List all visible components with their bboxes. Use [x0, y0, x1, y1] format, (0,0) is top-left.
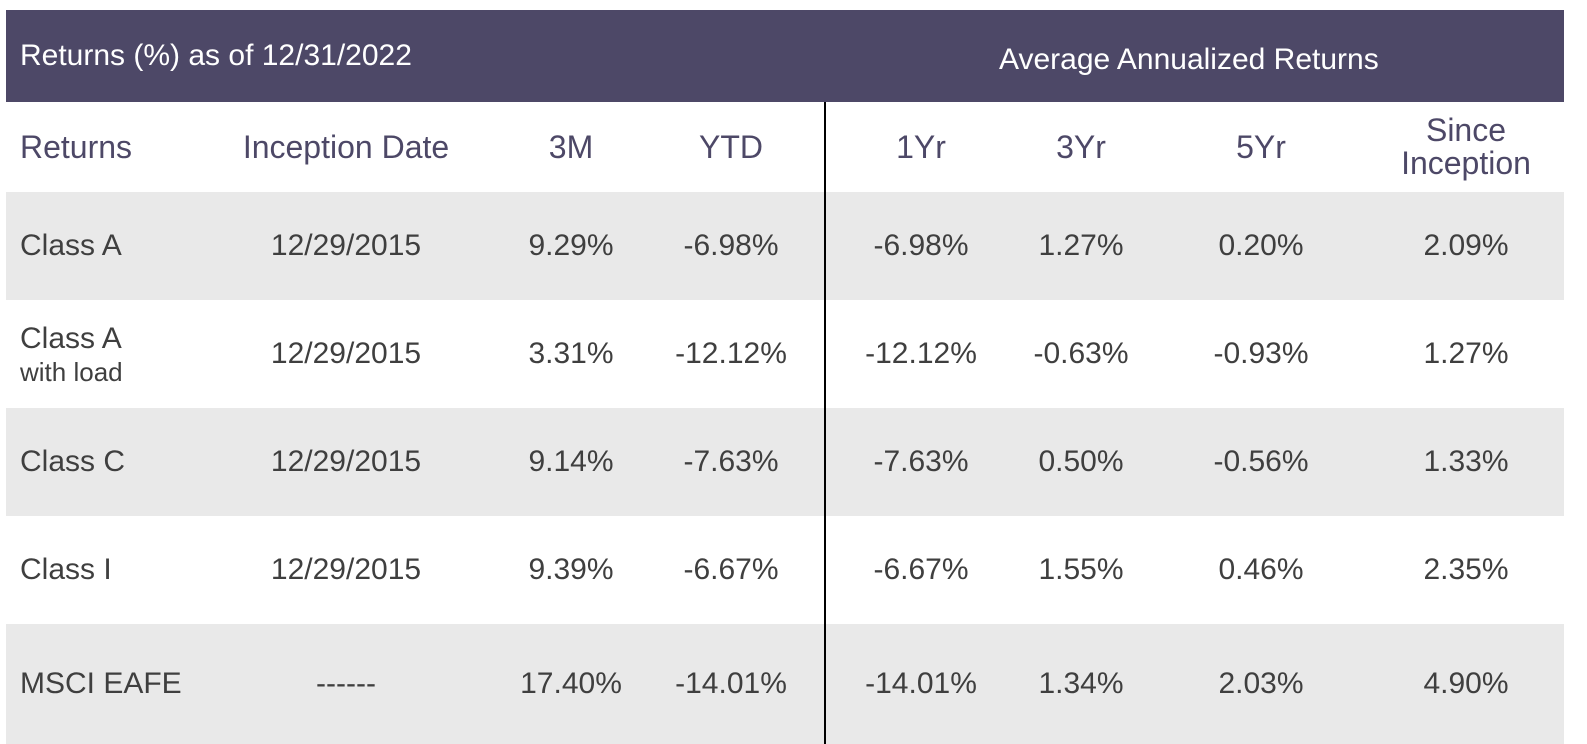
- fund-name-label: Class A: [20, 322, 122, 355]
- fund-name: Class A with load: [20, 300, 220, 408]
- returns-as-of-title: Returns (%) as of 12/31/2022: [20, 39, 412, 72]
- table-row: Class C 12/29/2015 9.14% -7.63% -7.63% 0…: [6, 408, 1564, 516]
- fund-name-sublabel: with load: [20, 357, 123, 387]
- return-ytd-cell: -7.63%: [683, 445, 779, 478]
- column-header-row: Returns Inception Date 3M YTD 1Yr 3Yr 5Y…: [6, 102, 1564, 192]
- header-returns: Returns: [20, 128, 133, 165]
- inception-date-cell: 12/29/2015: [270, 445, 422, 478]
- return-1yr-cell: -14.01%: [865, 667, 977, 700]
- return-5yr-cell: -0.56%: [1213, 445, 1309, 478]
- return-1yr-cell: -6.67%: [873, 553, 969, 586]
- fund-name-label: Class C: [20, 445, 126, 478]
- inception-date-cell: ------: [316, 667, 376, 700]
- inception-date-cell: 12/29/2015: [270, 229, 422, 262]
- return-5yr-cell: 2.03%: [1218, 667, 1304, 700]
- return-3m-cell: 3.31%: [528, 337, 614, 370]
- header-since-inception-line1: Since: [1425, 112, 1507, 148]
- return-3m-cell: 17.40%: [520, 667, 622, 700]
- column-divider: [824, 102, 826, 744]
- return-since-inception-cell: 4.90%: [1423, 667, 1509, 700]
- header-1yr: 1Yr: [896, 128, 946, 165]
- return-3yr-cell: 1.27%: [1038, 229, 1124, 262]
- return-since-inception-cell: 2.35%: [1423, 553, 1509, 586]
- fund-name: Class A: [20, 192, 220, 300]
- table-title-bar: Returns (%) as of 12/31/2022 Average Ann…: [6, 10, 1564, 102]
- fund-name: MSCI EAFE: [20, 624, 220, 744]
- return-5yr-cell: 0.20%: [1218, 229, 1304, 262]
- header-3m: 3M: [548, 128, 594, 165]
- return-ytd-cell: -6.67%: [683, 553, 779, 586]
- return-since-inception-cell: 2.09%: [1423, 229, 1509, 262]
- inception-date-cell: 12/29/2015: [270, 337, 422, 370]
- return-3m-cell: 9.14%: [528, 445, 614, 478]
- return-3yr-cell: 1.34%: [1038, 667, 1124, 700]
- return-1yr-cell: -12.12%: [865, 337, 977, 370]
- table-row: MSCI EAFE ------ 17.40% -14.01% -14.01% …: [6, 624, 1564, 744]
- fund-name-label: Class A: [20, 229, 122, 262]
- return-1yr-cell: -6.98%: [873, 229, 969, 262]
- returns-table: Returns (%) as of 12/31/2022 Average Ann…: [6, 10, 1564, 744]
- fund-name-label: Class I: [20, 553, 112, 586]
- return-5yr-cell: 0.46%: [1218, 553, 1304, 586]
- return-3yr-cell: 0.50%: [1038, 445, 1124, 478]
- header-3yr: 3Yr: [1056, 128, 1106, 165]
- header-since-inception: Since Inception: [1386, 102, 1546, 192]
- return-ytd-cell: -6.98%: [683, 229, 779, 262]
- inception-date-cell: 12/29/2015: [270, 553, 422, 586]
- return-5yr-cell: -0.93%: [1213, 337, 1309, 370]
- return-3m-cell: 9.29%: [528, 229, 614, 262]
- return-since-inception-cell: 1.33%: [1423, 445, 1509, 478]
- header-ytd: YTD: [699, 128, 763, 165]
- fund-name: Class I: [20, 516, 220, 624]
- header-inception-date: Inception Date: [242, 128, 450, 165]
- header-since-inception-line2: Inception: [1401, 145, 1531, 181]
- return-1yr-cell: -7.63%: [873, 445, 969, 478]
- table-row: Class A 12/29/2015 9.29% -6.98% -6.98% 1…: [6, 192, 1564, 300]
- return-since-inception-cell: 1.27%: [1423, 337, 1509, 370]
- fund-name-label: MSCI EAFE: [20, 667, 182, 700]
- table-row: Class A with load 12/29/2015 3.31% -12.1…: [6, 300, 1564, 408]
- table-row: Class I 12/29/2015 9.39% -6.67% -6.67% 1…: [6, 516, 1564, 624]
- return-3yr-cell: 1.55%: [1038, 553, 1124, 586]
- header-5yr: 5Yr: [1236, 128, 1286, 165]
- fund-name: Class C: [20, 408, 220, 516]
- average-annualized-returns-title: Average Annualized Returns: [999, 43, 1379, 76]
- return-3yr-cell: -0.63%: [1033, 337, 1129, 370]
- return-3m-cell: 9.39%: [528, 553, 614, 586]
- return-ytd-cell: -14.01%: [675, 667, 787, 700]
- return-ytd-cell: -12.12%: [675, 337, 787, 370]
